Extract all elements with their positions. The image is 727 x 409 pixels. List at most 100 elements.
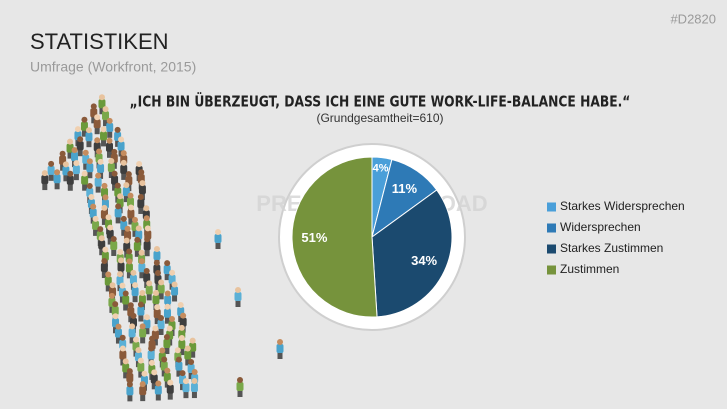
person-body xyxy=(66,175,74,185)
person-body xyxy=(163,265,171,275)
person-head xyxy=(163,334,170,341)
person-head xyxy=(126,248,133,255)
person-head xyxy=(132,336,139,343)
person-body xyxy=(139,328,147,338)
person-legs xyxy=(83,161,89,170)
person-head xyxy=(164,303,171,310)
person-head xyxy=(127,204,134,211)
chart-title: „ICH BIN ÜBERZEUGT, DASS ICH EINE GUTE W… xyxy=(130,91,631,111)
person-head xyxy=(109,282,116,289)
person-head xyxy=(111,148,118,155)
person-head xyxy=(102,246,109,253)
person-body xyxy=(152,295,160,305)
person-head xyxy=(277,339,283,345)
person-legs xyxy=(128,314,134,323)
person-head xyxy=(90,103,97,110)
person-head xyxy=(155,380,162,387)
person-legs xyxy=(164,315,170,324)
person-legs xyxy=(48,172,54,181)
person-head xyxy=(135,225,142,232)
person-body xyxy=(147,350,155,360)
person-body xyxy=(143,273,151,283)
person-head xyxy=(85,127,92,134)
person-head xyxy=(126,381,133,388)
person-head xyxy=(137,357,144,364)
person-body xyxy=(127,209,135,219)
person-legs xyxy=(123,194,129,203)
slide-subtitle: Umfrage (Workfront, 2015) xyxy=(30,59,196,75)
person-body xyxy=(214,234,222,243)
legend: Starkes Widersprechen Widersprechen Starke… xyxy=(547,199,685,276)
person-head xyxy=(102,106,109,113)
person-body xyxy=(89,208,97,218)
person-legs xyxy=(111,247,117,256)
person-legs xyxy=(167,391,173,400)
person-head xyxy=(106,117,113,124)
person-head xyxy=(101,182,108,189)
person-head xyxy=(164,290,171,297)
person-head xyxy=(125,171,132,178)
person-legs xyxy=(144,326,150,335)
person-head xyxy=(127,192,134,199)
person-body xyxy=(94,177,102,187)
person-body xyxy=(53,174,61,184)
person-head xyxy=(116,271,123,278)
person-head xyxy=(54,169,61,176)
person-head xyxy=(86,158,93,165)
person-head xyxy=(143,215,150,222)
person-body xyxy=(129,274,137,284)
pie-slice xyxy=(371,189,453,318)
person-body xyxy=(128,328,136,338)
person-legs xyxy=(158,326,164,335)
person-head xyxy=(120,159,127,166)
person-body xyxy=(71,152,79,162)
person-body xyxy=(166,384,174,394)
person-head xyxy=(96,148,103,155)
person-head xyxy=(143,268,150,275)
person-head xyxy=(132,282,139,289)
person-head xyxy=(119,282,126,289)
person-legs xyxy=(63,173,69,182)
person-body xyxy=(179,317,187,327)
person-head xyxy=(112,301,119,308)
person-body xyxy=(120,164,128,174)
person-head xyxy=(148,345,155,352)
person-legs xyxy=(138,313,144,322)
person-head xyxy=(139,381,146,388)
person-legs xyxy=(146,292,152,301)
person-head xyxy=(169,269,176,276)
person-head xyxy=(115,323,122,330)
person-body xyxy=(106,229,114,239)
slide-code: #D2820 xyxy=(670,11,716,26)
person-legs xyxy=(128,216,134,225)
person-head xyxy=(67,138,74,145)
person-head xyxy=(111,170,118,177)
person-body xyxy=(122,295,130,305)
person-legs xyxy=(123,370,129,379)
person-body xyxy=(72,165,80,175)
person-head xyxy=(139,180,146,187)
person-body xyxy=(236,382,244,391)
slice-label: 51% xyxy=(301,230,327,245)
person-head xyxy=(135,347,142,354)
person-head xyxy=(123,237,130,244)
person-body xyxy=(150,374,158,384)
person-legs xyxy=(81,128,87,137)
person-body xyxy=(76,141,84,151)
person-head xyxy=(158,279,165,286)
person-head xyxy=(215,229,221,235)
person-head xyxy=(59,150,66,157)
legend-swatch xyxy=(547,202,556,212)
slice-label: 4% xyxy=(373,163,389,175)
person-body xyxy=(93,119,101,129)
person-head xyxy=(81,170,88,177)
person-head xyxy=(184,345,191,352)
person-body xyxy=(157,319,165,329)
person-legs xyxy=(134,248,140,257)
person-head xyxy=(138,169,145,176)
person-head xyxy=(105,214,112,221)
person-legs xyxy=(164,272,170,281)
person-legs xyxy=(103,118,109,127)
person-head xyxy=(237,377,243,383)
person-legs xyxy=(123,302,129,311)
